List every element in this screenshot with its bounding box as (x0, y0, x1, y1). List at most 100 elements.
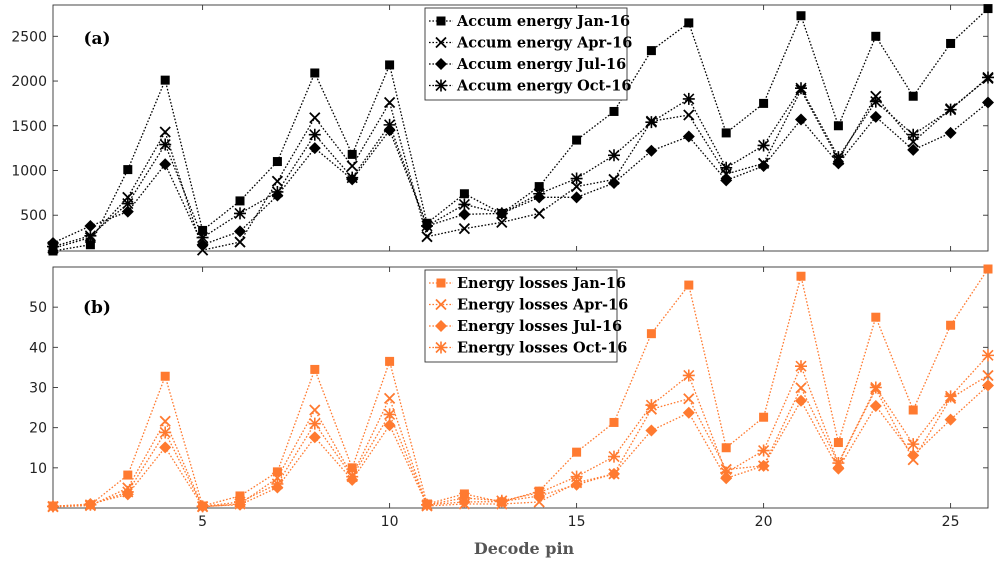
data-point (907, 143, 920, 156)
x-tick-label: 20 (755, 514, 773, 530)
data-point (608, 177, 620, 190)
data-point (720, 466, 733, 479)
data-point (645, 399, 658, 412)
data-point (982, 71, 994, 84)
data-point (795, 382, 807, 394)
data-point (795, 360, 807, 373)
legend-marker (435, 58, 447, 70)
data-point (234, 207, 246, 220)
data-point (383, 408, 396, 421)
series-line (52, 374, 989, 508)
y-tick-label: 1000 (11, 163, 47, 179)
data-point (721, 443, 731, 453)
data-point (946, 320, 956, 330)
data-point (272, 467, 282, 477)
panel-b-energy-losses: 10 20 30 40 50 5 10 15 20 25 (b) Energy losses Jan-… (29, 264, 994, 530)
legend-label: Energy losses Apr-16 (457, 297, 628, 314)
data-point (385, 356, 395, 366)
data-point (271, 175, 284, 187)
data-point (47, 500, 59, 513)
legend-label: Accum energy Jan-16 (456, 13, 630, 30)
data-point (47, 240, 59, 253)
data-point (533, 486, 546, 499)
data-point (907, 449, 920, 462)
data-point (982, 379, 994, 392)
data-point (346, 171, 359, 184)
data-point (533, 187, 546, 200)
data-point (346, 470, 359, 483)
data-point (347, 463, 357, 473)
data-point (385, 60, 395, 70)
panel-label: (a) (83, 29, 110, 49)
data-point (683, 109, 695, 121)
data-point (458, 198, 471, 211)
legend: Accum energy Jan-16 Accum energy Apr-16 Ac… (424, 7, 632, 101)
data-point (234, 495, 246, 508)
data-point (869, 399, 882, 412)
legend-marker (435, 320, 447, 332)
data-point (234, 225, 246, 238)
data-point (757, 160, 770, 173)
data-point (308, 128, 321, 141)
series-x (47, 72, 994, 256)
data-point (196, 238, 209, 251)
series-line (52, 268, 989, 507)
legend-marker (435, 298, 447, 311)
data-point (234, 236, 246, 248)
data-point (907, 438, 920, 451)
data-point (982, 96, 994, 109)
y-tick-label: 2000 (11, 74, 47, 90)
data-point (196, 231, 209, 244)
data-point (796, 11, 806, 21)
data-point (310, 364, 320, 374)
data-point (833, 438, 843, 448)
data-point (832, 151, 845, 164)
y-tick-label: 2500 (11, 29, 47, 45)
data-point (309, 404, 321, 416)
data-point (198, 225, 208, 235)
data-point (759, 412, 769, 422)
data-point (383, 96, 396, 109)
data-point (572, 447, 582, 457)
legend-label: Energy losses Jul-16 (457, 318, 622, 335)
data-point (795, 113, 807, 126)
data-point (832, 457, 845, 470)
data-point (495, 207, 508, 220)
legend: Energy losses Jan-16 Energy losses Apr-16… (424, 269, 628, 363)
series-line (52, 8, 989, 252)
legend-marker (435, 36, 447, 49)
data-point (495, 494, 508, 507)
data-point (983, 264, 993, 274)
data-point (796, 271, 806, 281)
data-point (646, 46, 656, 56)
series-line (52, 102, 989, 246)
data-point (271, 185, 284, 198)
data-point (458, 491, 471, 504)
data-point (271, 477, 284, 490)
y-tick-label: 1500 (11, 119, 47, 135)
data-point (235, 491, 245, 501)
data-point (421, 231, 433, 243)
data-point (383, 419, 396, 432)
legend-label: Energy losses Oct-16 (457, 340, 627, 357)
data-point (159, 415, 171, 427)
data-point (84, 229, 97, 242)
data-point (310, 68, 320, 78)
data-point (496, 216, 508, 229)
data-point (309, 112, 321, 124)
data-point (982, 349, 994, 362)
data-point (982, 369, 994, 382)
data-point (682, 130, 695, 143)
data-point (347, 149, 357, 159)
legend-label: Accum energy Jul-16 (456, 56, 626, 73)
data-point (645, 144, 658, 157)
data-point (572, 135, 582, 145)
x-tick-label: 25 (942, 514, 960, 530)
data-point (757, 444, 770, 457)
data-point (869, 110, 882, 123)
data-point (908, 91, 918, 101)
data-point (869, 95, 882, 108)
legend-marker (436, 16, 446, 26)
series-line (52, 354, 989, 508)
